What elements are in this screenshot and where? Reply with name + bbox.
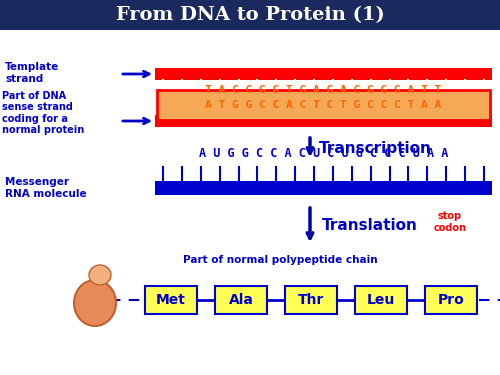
Text: Part of DNA
sense strand
coding for a
normal protein: Part of DNA sense strand coding for a no… [2, 91, 84, 135]
Text: Pro: Pro [438, 293, 464, 307]
Text: Translation: Translation [322, 217, 418, 232]
Bar [155, 115, 492, 127]
Ellipse shape [89, 265, 111, 285]
Ellipse shape [74, 280, 116, 326]
Bar [0, 0, 500, 30]
FancyBboxPatch shape [425, 286, 477, 314]
Text: Leu: Leu [367, 293, 395, 307]
Text: From DNA to Protein (1): From DNA to Protein (1) [116, 6, 384, 24]
Text: stop
codon: stop codon [434, 211, 466, 233]
Text: Template
strand: Template strand [5, 62, 60, 84]
Text: T A C C G G T G A G A C G G G A T T: T A C C G G T G A G A C G G G A T T [206, 85, 442, 95]
Text: Part of normal polypeptide chain: Part of normal polypeptide chain [182, 255, 378, 265]
FancyBboxPatch shape [157, 90, 490, 120]
Text: Thr: Thr [298, 293, 324, 307]
FancyBboxPatch shape [285, 286, 337, 314]
Bar [155, 68, 492, 80]
FancyBboxPatch shape [145, 286, 197, 314]
FancyBboxPatch shape [215, 286, 267, 314]
Text: A U G G C C A C U C U G C C C U A A: A U G G C C A C U C U G C C C U A A [199, 147, 448, 159]
FancyBboxPatch shape [355, 286, 407, 314]
Text: Transcription: Transcription [318, 141, 432, 156]
Text: A T G G C C A C T C T G C C C T A A: A T G G C C A C T C T G C C C T A A [206, 100, 442, 110]
Bar [155, 181, 492, 195]
Text: Met: Met [156, 293, 186, 307]
Text: Messenger
RNA molecule: Messenger RNA molecule [5, 177, 86, 199]
Text: Ala: Ala [228, 293, 254, 307]
